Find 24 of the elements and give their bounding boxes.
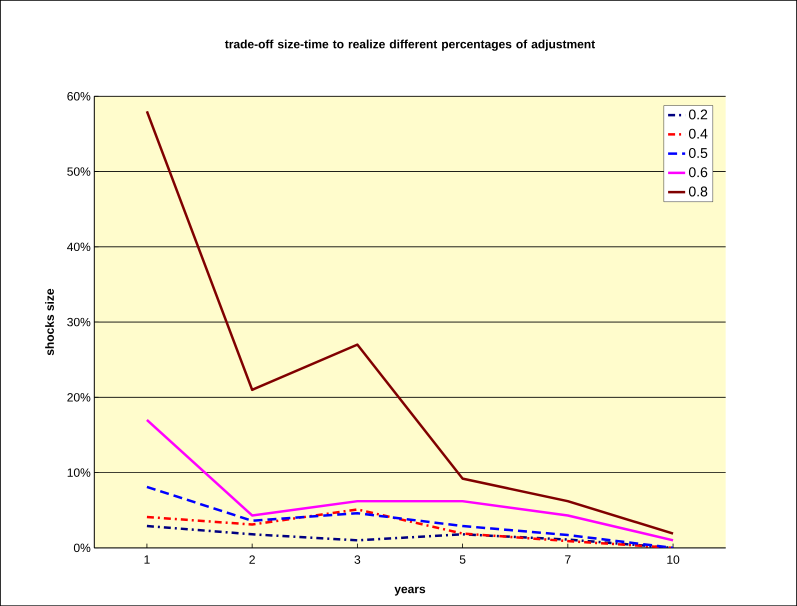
x-tick-label: 7 xyxy=(565,555,571,564)
y-tick-label: 40% xyxy=(67,242,90,251)
line-series xyxy=(146,486,674,548)
x-axis-title: years xyxy=(394,586,426,596)
y-tick-label: 60% xyxy=(67,92,90,100)
legend-label: 0.6 xyxy=(688,167,708,178)
line-series xyxy=(146,110,674,535)
y-tick-label: 10% xyxy=(68,468,90,477)
y-tick-label: 0% xyxy=(74,544,90,552)
y-axis-title: shocks size xyxy=(45,288,54,356)
y-tick-label: 20% xyxy=(67,392,90,402)
legend-label: 0.4 xyxy=(688,128,708,139)
x-tick-label: 5 xyxy=(460,555,466,564)
x-tick-label: 3 xyxy=(354,555,360,564)
line-series xyxy=(146,418,674,542)
chart-title: trade-off size-time to realize different percentages of adjustment xyxy=(224,39,595,51)
y-tick-label: 30% xyxy=(67,318,90,326)
legend-label: 0.8 xyxy=(688,186,708,196)
x-tick-label: 2 xyxy=(249,555,255,564)
x-tick-label: 10 xyxy=(667,555,680,564)
legend-label: 0.5 xyxy=(688,148,708,158)
legend-label: 0.2 xyxy=(688,109,708,120)
x-tick-label: 1 xyxy=(144,555,150,564)
y-tick-label: 50% xyxy=(67,167,90,176)
